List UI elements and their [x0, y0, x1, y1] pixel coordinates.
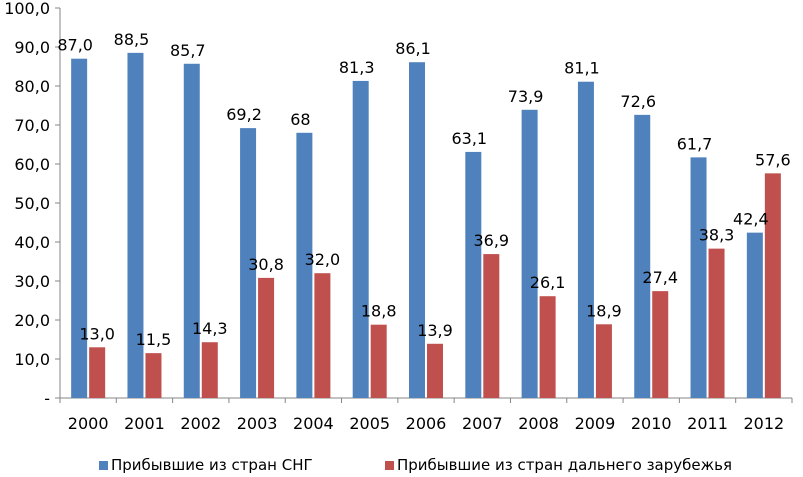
data-label-cis: 68: [290, 110, 310, 129]
data-label-far-abroad: 18,9: [586, 301, 622, 320]
legend-swatch-0: [99, 461, 108, 470]
bar-cis-2002: [183, 63, 200, 399]
data-label-far-abroad: 38,3: [699, 226, 735, 245]
data-label-far-abroad: 13,9: [417, 321, 453, 340]
data-label-far-abroad: 30,8: [248, 255, 284, 274]
data-label-cis: 87,0: [57, 36, 93, 55]
data-label-far-abroad: 14,3: [192, 319, 228, 338]
bar-cis-2009: [577, 81, 594, 399]
data-label-far-abroad: 13,0: [79, 324, 115, 343]
x-tick-label: 2011: [687, 414, 728, 433]
data-label-cis: 61,7: [677, 134, 713, 153]
bar-cis-2011: [690, 157, 707, 398]
bar-far-abroad-2000: [89, 347, 106, 398]
data-label-cis: 69,2: [226, 105, 262, 124]
legend: Прибывшие из стран СНГ Прибывшие из стран…: [99, 456, 732, 474]
x-tick-label: 2009: [575, 414, 616, 433]
data-label-far-abroad: 36,9: [473, 231, 509, 250]
y-tick-label: 80,0: [14, 77, 50, 96]
y-tick-label: 10,0: [14, 350, 50, 369]
bar-far-abroad-2005: [370, 324, 387, 398]
bar-far-abroad-2012: [764, 173, 781, 398]
x-tick-label: 2006: [406, 414, 447, 433]
x-tick-label: 2002: [180, 414, 221, 433]
x-tick-label: 2000: [68, 414, 109, 433]
data-label-far-abroad: 27,4: [642, 268, 678, 287]
bar-far-abroad-2006: [427, 343, 443, 398]
x-tick-label: 2007: [462, 414, 503, 433]
bar-far-abroad-2007: [483, 254, 500, 398]
x-tick-label: 2001: [124, 414, 165, 433]
bar-cis-2012: [746, 232, 763, 398]
y-tick-label: -: [44, 389, 50, 408]
x-tick-label: 2010: [631, 414, 672, 433]
data-label-cis: 72,6: [620, 92, 656, 111]
bar-cis-2004: [296, 132, 313, 399]
bar-far-abroad-2010: [652, 291, 669, 398]
bar-cis-2010: [634, 114, 651, 399]
bar-cis-2008: [521, 109, 538, 398]
bar-far-abroad-2009: [595, 324, 612, 398]
bar-cis-2001: [127, 52, 144, 398]
data-labels: 87,0 13,0 88,5 11,5 85,7 14,3 69,2 30,8 68 32,0 81…: [57, 30, 790, 349]
data-label-cis: 81,3: [339, 58, 375, 77]
data-label-far-abroad: 11,5: [136, 330, 172, 349]
data-label-cis: 86,1: [395, 39, 431, 58]
bar-far-abroad-2011: [708, 248, 725, 398]
bar-far-abroad-2004: [314, 273, 331, 398]
y-tick-label: 100,0: [4, 0, 50, 18]
y-tick-label: 20,0: [14, 311, 50, 330]
y-tick-label: 60,0: [14, 155, 50, 174]
bar-cis-2005: [352, 80, 369, 399]
x-tick-label: 2005: [349, 414, 390, 433]
bar-far-abroad-2002: [201, 342, 218, 398]
bar-cis-2007: [465, 151, 482, 398]
data-label-cis: 88,5: [114, 30, 150, 49]
data-label-cis: 63,1: [451, 129, 487, 148]
x-tick-label: 2008: [518, 414, 559, 433]
data-label-cis: 42,4: [733, 210, 769, 229]
legend-label-0: Прибывшие из стран СНГ: [111, 456, 313, 474]
bar-far-abroad-2001: [145, 353, 162, 398]
data-label-far-abroad: 18,8: [361, 302, 397, 321]
bars: [71, 52, 781, 399]
data-label-far-abroad: 32,0: [305, 250, 341, 269]
data-label-far-abroad: 57,6: [755, 150, 791, 169]
x-tick-label: 2012: [743, 414, 784, 433]
bar-far-abroad-2003: [258, 277, 275, 398]
x-tick-label: 2003: [237, 414, 278, 433]
legend-swatch-1: [385, 461, 394, 470]
y-tick-label: 90,0: [14, 38, 50, 57]
y-tick-label: 50,0: [14, 194, 50, 213]
y-tick-label: 30,0: [14, 272, 50, 291]
x-tick-label: 2004: [293, 414, 334, 433]
y-tick-label: 40,0: [14, 233, 50, 252]
legend-label-1: Прибывшие из стран дальнего зарубежья: [397, 456, 732, 474]
bar-cis-2003: [240, 128, 257, 398]
axes: - 10,0 20,0 30,0 40,0 50,0 60,0 70,0 80,0 90,0 100…: [4, 0, 793, 433]
bar-far-abroad-2008: [539, 296, 556, 398]
y-tick-label: 70,0: [14, 116, 50, 135]
data-label-cis: 73,9: [508, 87, 544, 106]
bar-cis-2000: [71, 58, 88, 398]
data-label-cis: 81,1: [564, 59, 600, 78]
data-label-cis: 85,7: [170, 41, 206, 60]
data-label-far-abroad: 26,1: [530, 273, 566, 292]
bar-cis-2006: [409, 62, 425, 399]
